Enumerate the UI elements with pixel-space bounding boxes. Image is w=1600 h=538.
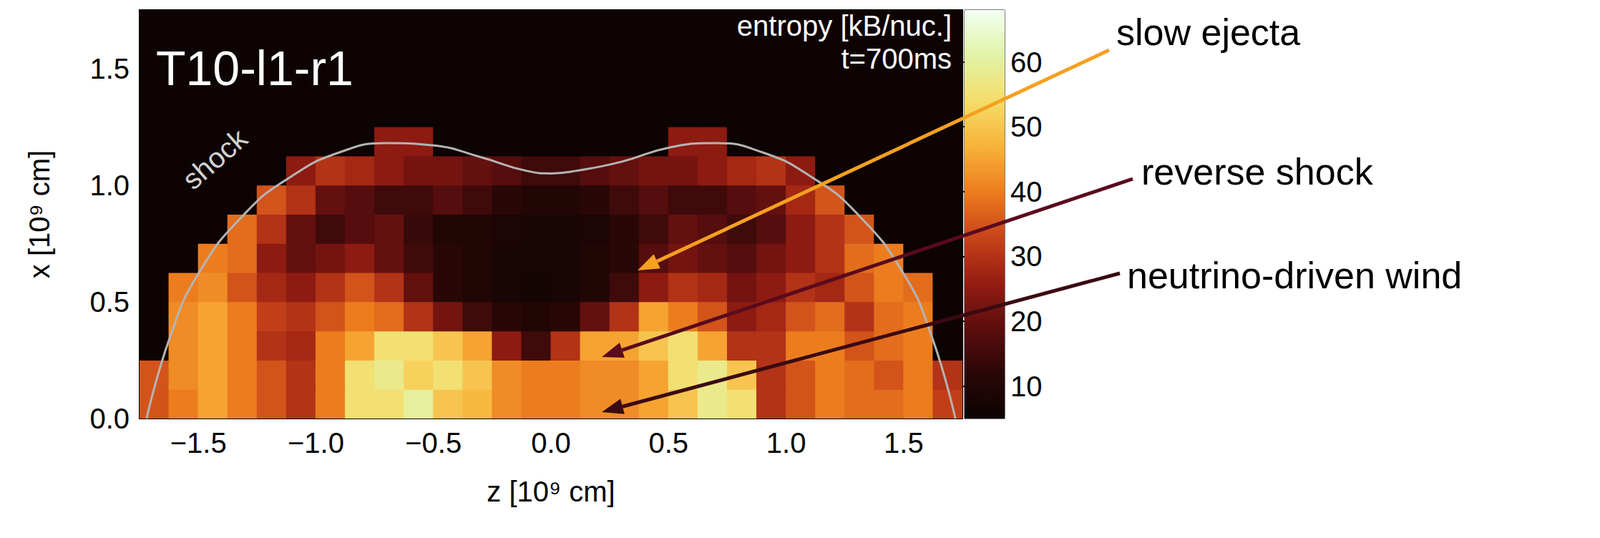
svg-text:−1.0: −1.0: [287, 427, 345, 459]
svg-text:20: 20: [1010, 305, 1043, 338]
svg-text:40: 40: [1010, 176, 1043, 208]
svg-text:0.0: 0.0: [89, 402, 130, 435]
svg-text:reverse shock: reverse shock: [1141, 150, 1374, 193]
svg-text:shock: shock: [176, 121, 254, 196]
svg-text:0.0: 0.0: [530, 427, 572, 459]
svg-text:t=700ms: t=700ms: [840, 42, 952, 75]
svg-text:x [10⁹ cm]: x [10⁹ cm]: [23, 150, 56, 279]
svg-text:1.5: 1.5: [89, 52, 130, 85]
svg-text:1.5: 1.5: [883, 427, 924, 459]
svg-text:10: 10: [1010, 370, 1043, 403]
svg-text:−0.5: −0.5: [405, 427, 462, 459]
svg-text:0.5: 0.5: [648, 427, 689, 459]
svg-text:T10-l1-r1: T10-l1-r1: [155, 40, 354, 96]
svg-text:0.5: 0.5: [89, 286, 130, 318]
svg-text:z [10⁹ cm]: z [10⁹ cm]: [486, 475, 615, 508]
svg-text:50: 50: [1010, 110, 1043, 143]
svg-text:−1.5: −1.5: [170, 427, 227, 459]
svg-text:entropy [kB/nuc.]: entropy [kB/nuc.]: [737, 10, 952, 42]
svg-text:neutrino-driven wind: neutrino-driven wind: [1127, 254, 1462, 297]
svg-text:30: 30: [1010, 240, 1043, 272]
svg-text:slow ejecta: slow ejecta: [1116, 11, 1301, 53]
svg-text:1.0: 1.0: [766, 427, 807, 459]
svg-text:60: 60: [1010, 46, 1043, 78]
svg-text:1.0: 1.0: [89, 169, 130, 202]
